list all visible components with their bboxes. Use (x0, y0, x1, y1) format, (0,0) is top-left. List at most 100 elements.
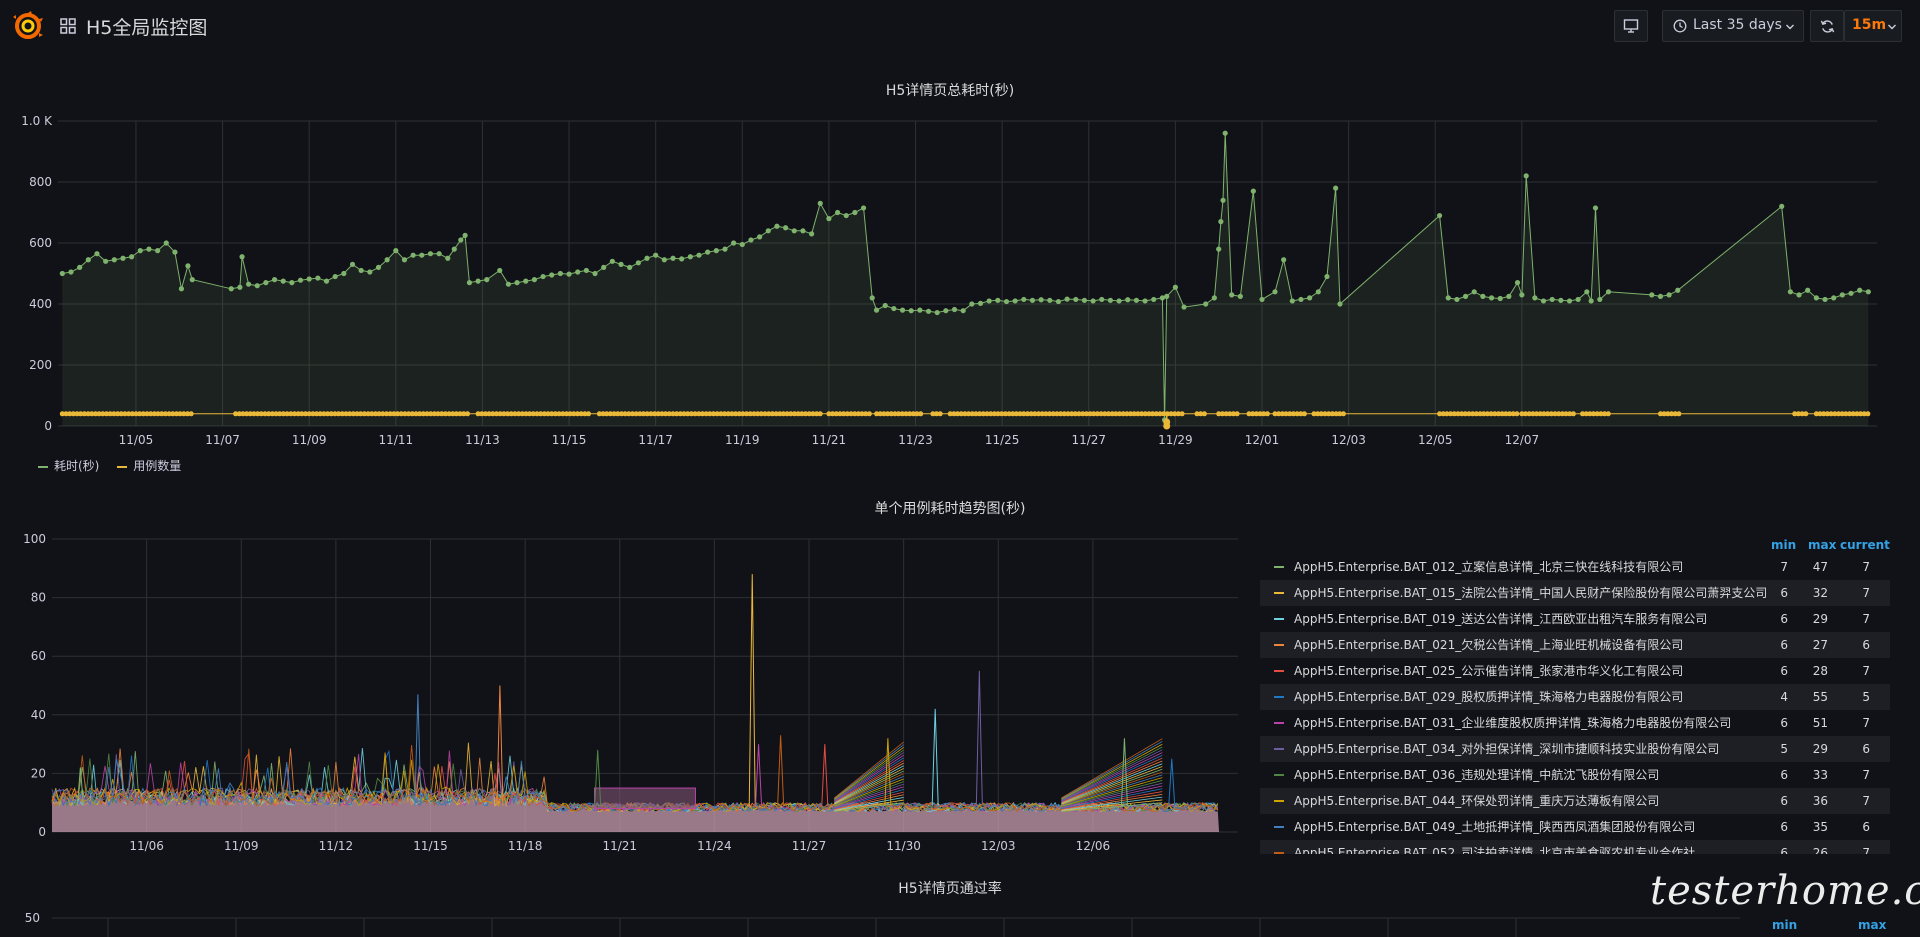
y-tick-label: 50 (25, 911, 40, 925)
legend-item-duration[interactable]: 耗时(秒) (38, 457, 99, 474)
data-point (1665, 411, 1671, 417)
legend-row[interactable]: AppH5.Enterprise.BAT_015_法院公告详情_中国人民财产保险… (1260, 580, 1890, 606)
data-point (1102, 411, 1108, 417)
data-point (930, 411, 936, 417)
legend-row[interactable]: AppH5.Enterprise.BAT_021_欠税公告详情_上海业旺机械设备… (1260, 632, 1890, 658)
legend-row[interactable]: AppH5.Enterprise.BAT_031_企业维度股权质押详情_珠海格力… (1260, 710, 1890, 736)
data-point (436, 251, 442, 257)
data-point (151, 411, 157, 417)
data-point (984, 411, 990, 417)
data-point (571, 411, 577, 417)
fan-line (834, 760, 904, 803)
data-point (806, 411, 812, 417)
data-point (951, 411, 957, 417)
y-tick-label: 40 (31, 708, 46, 722)
legend-row[interactable]: AppH5.Enterprise.BAT_036_违规处理详情_中航沈飞股份有限… (1260, 762, 1890, 788)
refresh-button[interactable] (1810, 10, 1844, 42)
legend-col-max[interactable]: max (1808, 538, 1837, 552)
data-point (627, 264, 633, 270)
data-point (365, 411, 371, 417)
fan-line (834, 797, 904, 811)
data-point (332, 411, 338, 417)
data-point (484, 277, 490, 283)
data-point (1583, 411, 1589, 417)
legend-col-current[interactable]: current (1840, 538, 1890, 552)
legend-row[interactable]: AppH5.Enterprise.BAT_019_送达公告详情_江西欧亚出租汽车… (1260, 606, 1890, 632)
data-point (705, 249, 711, 255)
data-point (538, 411, 544, 417)
fan-line (1061, 768, 1163, 805)
data-point (1514, 411, 1520, 417)
fan-line (834, 757, 904, 802)
data-point (1211, 295, 1217, 301)
legend-col-max[interactable]: max (1858, 918, 1887, 932)
legend-row[interactable]: AppH5.Enterprise.BAT_044_环保处罚详情_重庆万达薄板有限… (1260, 788, 1890, 814)
data-point (1058, 411, 1064, 417)
dashboard-title[interactable]: H5全局监控图 (86, 17, 208, 39)
data-point (1109, 411, 1115, 417)
data-point (462, 232, 468, 238)
data-point (1532, 295, 1538, 301)
legend-row[interactable]: AppH5.Enterprise.BAT_034_对外担保详情_深圳市捷顺科技实… (1260, 736, 1890, 762)
legend-row[interactable]: AppH5.Enterprise.BAT_052_司法拍卖详情_北京市美食驱农机… (1260, 840, 1890, 854)
legend-row[interactable]: AppH5.Enterprise.BAT_029_股权质押详情_珠海格力电器股份… (1260, 684, 1890, 710)
x-tick-label: 11/18 (508, 839, 543, 853)
legend-max: 33 (1812, 768, 1828, 782)
x-tick-label: 12/07 (1505, 433, 1540, 447)
data-point (280, 278, 286, 284)
data-point (59, 411, 65, 417)
data-point (688, 411, 694, 417)
legend-row[interactable]: AppH5.Enterprise.BAT_025_公示催告详情_张家港市华义化工… (1260, 658, 1890, 684)
data-point (174, 411, 179, 417)
data-point (1484, 411, 1490, 417)
data-point (1817, 411, 1823, 417)
data-point (461, 411, 467, 417)
data-point (1301, 411, 1307, 417)
data-point (310, 411, 316, 417)
data-point (792, 411, 797, 417)
time-range-picker[interactable]: Last 35 days (1662, 10, 1804, 42)
data-point (1099, 296, 1105, 303)
legend-current: 7 (1862, 560, 1870, 574)
legend-series-name: AppH5.Enterprise.BAT_015_法院公告详情_中国人民财产保险… (1294, 586, 1768, 600)
legend-swatch (1274, 722, 1284, 724)
data-point (1128, 411, 1134, 417)
data-point (567, 411, 573, 417)
data-point (240, 411, 246, 417)
y-tick-label: 200 (29, 358, 52, 372)
x-tick-label: 11/23 (898, 433, 933, 447)
data-point (1858, 411, 1863, 417)
legend-row[interactable]: AppH5.Enterprise.BAT_012_立案信息详情_北京三快在线科技… (1260, 554, 1890, 580)
panel-title-single-case[interactable]: 单个用例耗时趋势图(秒) (874, 501, 1026, 517)
data-point (512, 411, 518, 417)
data-point (882, 302, 888, 309)
legend-col-min[interactable]: min (1771, 538, 1797, 552)
data-point (903, 411, 909, 417)
data-point (137, 411, 143, 417)
refresh-interval-picker[interactable]: 15m (1844, 10, 1902, 42)
data-point (1507, 411, 1512, 417)
data-point (934, 309, 940, 316)
data-point (85, 257, 91, 263)
data-point (531, 277, 538, 283)
legend-row[interactable]: AppH5.Enterprise.BAT_049_土地抵押详情_陕西西凤酒集团股… (1260, 814, 1890, 840)
data-point (1832, 411, 1838, 417)
series-area-base (52, 794, 1220, 832)
data-point (78, 411, 84, 417)
data-point (1675, 287, 1681, 293)
legend-item-case-count[interactable]: 用例数量 (117, 457, 181, 474)
data-point (120, 255, 126, 261)
fan-line (834, 765, 904, 804)
data-point (1455, 411, 1461, 417)
fan-line (834, 752, 904, 801)
panel-title-total-time[interactable]: H5详情页总耗时(秒) (885, 83, 1015, 99)
data-point (435, 411, 441, 417)
data-point (1198, 411, 1204, 417)
grafana-logo-icon[interactable] (12, 10, 44, 42)
y-tick-label: 100 (23, 532, 46, 546)
data-point (289, 280, 295, 286)
tv-mode-button[interactable] (1614, 10, 1648, 42)
legend-col-min[interactable]: min (1772, 918, 1798, 932)
panel-title-pass-rate[interactable]: H5详情页通过率 (898, 881, 1002, 897)
data-point (1510, 411, 1516, 417)
